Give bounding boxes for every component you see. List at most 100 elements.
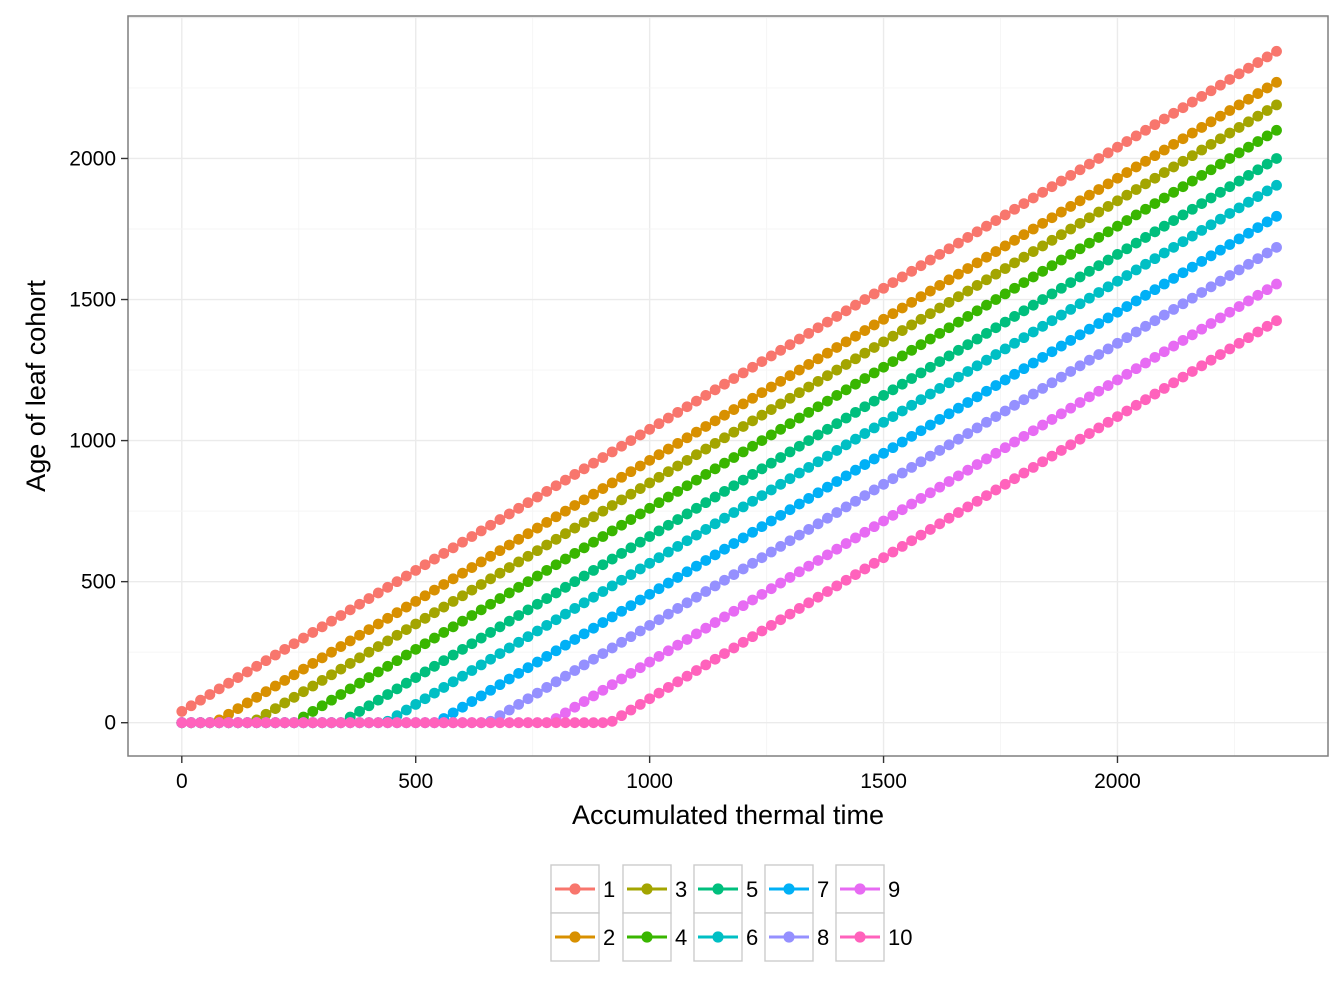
series-point-4 xyxy=(1271,124,1282,136)
series-point-5 xyxy=(372,694,384,706)
legend-label: 7 xyxy=(817,877,829,902)
series-point-8 xyxy=(934,445,946,456)
series-point-7 xyxy=(924,419,936,431)
series-6 xyxy=(176,179,1282,729)
legend-label: 5 xyxy=(746,877,758,902)
series-point-9 xyxy=(578,696,590,707)
series-point-4 xyxy=(372,666,384,678)
series-point-7 xyxy=(672,572,684,583)
x-tick-label: 1500 xyxy=(860,770,907,793)
series-point-2 xyxy=(924,285,936,297)
series-point-10 xyxy=(831,580,843,592)
series-point-1 xyxy=(606,446,618,458)
series-point-1 xyxy=(784,339,796,351)
series-point-1 xyxy=(307,627,319,638)
series-point-10 xyxy=(719,648,730,659)
series-point-1 xyxy=(260,655,272,667)
series-point-10 xyxy=(971,495,983,507)
series-point-1 xyxy=(981,220,992,232)
series-point-3 xyxy=(447,596,459,607)
series-point-3 xyxy=(943,296,955,308)
series-point-2 xyxy=(1046,212,1058,224)
series-point-4 xyxy=(1140,203,1151,215)
series-point-1 xyxy=(822,316,833,328)
series-point-10 xyxy=(438,717,450,729)
series-point-6 xyxy=(522,631,534,643)
series-point-1 xyxy=(419,559,431,571)
series-point-5 xyxy=(1121,243,1133,255)
series-point-4 xyxy=(653,497,665,509)
series-point-2 xyxy=(896,302,908,314)
series-point-10 xyxy=(475,717,487,729)
series-point-4 xyxy=(765,429,777,441)
series-point-3 xyxy=(419,612,431,624)
series-point-4 xyxy=(962,311,974,322)
series-point-8 xyxy=(728,569,740,580)
series-point-8 xyxy=(644,619,656,631)
series-point-10 xyxy=(896,540,908,552)
series-point-7 xyxy=(784,504,796,516)
series-point-3 xyxy=(737,421,749,432)
series-point-7 xyxy=(1261,216,1273,228)
series-point-9 xyxy=(868,521,880,533)
series-point-2 xyxy=(822,347,833,359)
series-point-8 xyxy=(831,507,843,518)
series-point-4 xyxy=(1224,153,1236,164)
series-point-9 xyxy=(1186,329,1198,341)
series-point-4 xyxy=(662,491,674,503)
series-point-1 xyxy=(503,508,515,520)
series-point-10 xyxy=(1243,332,1254,344)
series-point-5 xyxy=(784,446,796,458)
series-point-1 xyxy=(475,525,487,537)
series-point-2 xyxy=(868,319,880,331)
series-point-5 xyxy=(1046,288,1058,300)
series-point-7 xyxy=(1112,306,1123,318)
series-point-1 xyxy=(850,299,861,311)
series-point-10 xyxy=(316,717,328,729)
series-point-10 xyxy=(990,484,1002,496)
series-point-1 xyxy=(1102,147,1114,159)
series-point-9 xyxy=(1177,335,1189,346)
series-point-2 xyxy=(494,545,506,557)
series-point-9 xyxy=(859,526,871,538)
series-point-6 xyxy=(953,371,964,383)
series-point-6 xyxy=(1102,281,1114,293)
series-point-6 xyxy=(588,591,599,603)
series-point-4 xyxy=(503,587,515,599)
series-point-4 xyxy=(924,333,936,345)
series-point-8 xyxy=(503,704,515,716)
series-point-1 xyxy=(644,423,656,435)
series-point-4 xyxy=(728,452,740,463)
series-point-2 xyxy=(485,550,496,562)
series-point-3 xyxy=(1102,201,1114,212)
series-point-3 xyxy=(634,483,646,494)
series-point-2 xyxy=(906,296,918,308)
series-point-5 xyxy=(981,327,992,339)
series-point-3 xyxy=(990,268,1002,280)
series-point-2 xyxy=(625,466,637,478)
series-point-3 xyxy=(765,404,777,415)
series-point-3 xyxy=(335,663,347,675)
series-point-6 xyxy=(1065,304,1077,315)
series-point-5 xyxy=(1168,215,1180,226)
series-point-5 xyxy=(457,643,468,655)
series-point-5 xyxy=(999,316,1011,328)
series-point-4 xyxy=(1009,282,1020,294)
series-point-7 xyxy=(662,577,674,589)
series-point-2 xyxy=(541,517,553,528)
series-point-10 xyxy=(700,659,712,671)
series-point-7 xyxy=(447,707,459,719)
series-5 xyxy=(176,153,1282,729)
series-point-7 xyxy=(1205,250,1217,262)
series-point-8 xyxy=(822,512,833,524)
series-point-2 xyxy=(953,268,964,280)
series-point-8 xyxy=(522,693,534,705)
series-point-7 xyxy=(1140,289,1151,301)
series-point-10 xyxy=(503,717,515,729)
series-point-4 xyxy=(578,542,590,554)
y-tick-label: 500 xyxy=(81,571,116,594)
series-point-5 xyxy=(934,356,946,367)
series-point-7 xyxy=(1149,284,1161,296)
series-point-2 xyxy=(747,392,758,404)
series-point-4 xyxy=(840,384,852,396)
